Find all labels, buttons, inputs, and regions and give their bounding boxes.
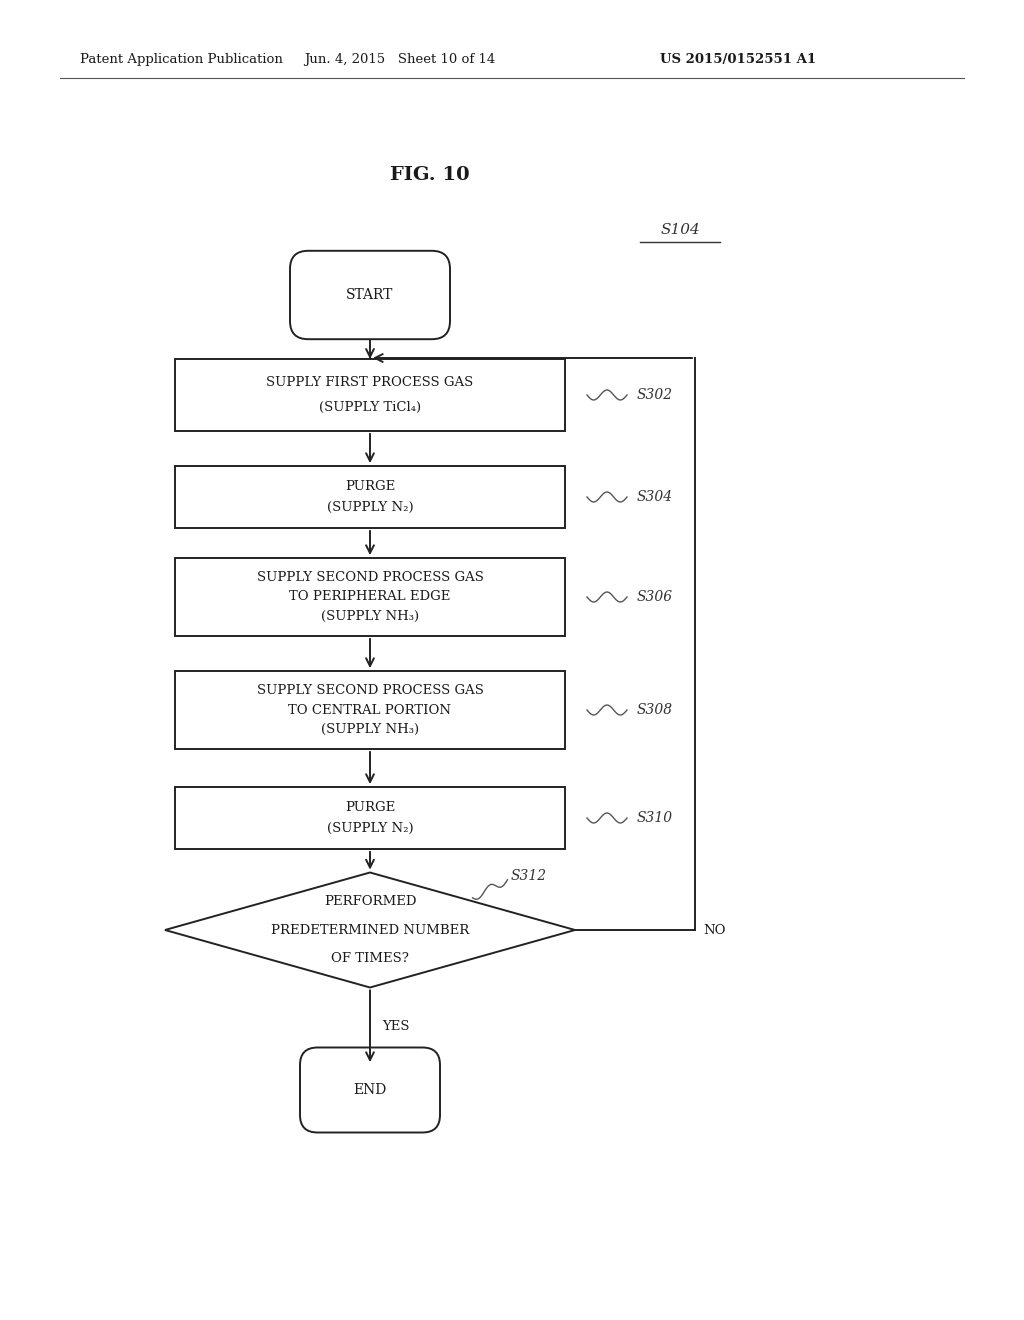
Text: START: START	[346, 288, 393, 302]
Text: END: END	[353, 1082, 387, 1097]
Text: PURGE: PURGE	[345, 801, 395, 814]
Text: (SUPPLY TiCl₄): (SUPPLY TiCl₄)	[318, 400, 421, 413]
Text: S310: S310	[637, 810, 673, 825]
Text: PURGE: PURGE	[345, 480, 395, 494]
FancyBboxPatch shape	[175, 359, 565, 432]
Text: Patent Application Publication: Patent Application Publication	[80, 54, 283, 66]
Text: YES: YES	[382, 1020, 410, 1032]
Text: (SUPPLY NH₃): (SUPPLY NH₃)	[321, 723, 419, 737]
Text: FIG. 10: FIG. 10	[390, 166, 470, 183]
Text: TO PERIPHERAL EDGE: TO PERIPHERAL EDGE	[290, 590, 451, 603]
FancyBboxPatch shape	[175, 466, 565, 528]
Text: SUPPLY FIRST PROCESS GAS: SUPPLY FIRST PROCESS GAS	[266, 376, 474, 389]
Text: (SUPPLY N₂): (SUPPLY N₂)	[327, 822, 414, 834]
Text: SUPPLY SECOND PROCESS GAS: SUPPLY SECOND PROCESS GAS	[257, 572, 483, 583]
Polygon shape	[165, 873, 575, 987]
FancyBboxPatch shape	[175, 671, 565, 748]
Text: SUPPLY SECOND PROCESS GAS: SUPPLY SECOND PROCESS GAS	[257, 684, 483, 697]
Text: S302: S302	[637, 388, 673, 403]
Text: S304: S304	[637, 490, 673, 504]
Text: S306: S306	[637, 590, 673, 605]
Text: OF TIMES?: OF TIMES?	[331, 952, 409, 965]
Text: NO: NO	[703, 924, 725, 936]
Text: US 2015/0152551 A1: US 2015/0152551 A1	[660, 54, 816, 66]
FancyBboxPatch shape	[175, 787, 565, 849]
FancyBboxPatch shape	[290, 251, 450, 339]
Text: S312: S312	[511, 869, 547, 883]
Text: (SUPPLY NH₃): (SUPPLY NH₃)	[321, 610, 419, 623]
Text: S104: S104	[660, 223, 699, 238]
Text: (SUPPLY N₂): (SUPPLY N₂)	[327, 500, 414, 513]
FancyBboxPatch shape	[175, 558, 565, 636]
FancyBboxPatch shape	[300, 1048, 440, 1133]
Text: PERFORMED: PERFORMED	[324, 895, 416, 908]
Text: TO CENTRAL PORTION: TO CENTRAL PORTION	[289, 704, 452, 717]
Text: S308: S308	[637, 704, 673, 717]
Text: Jun. 4, 2015   Sheet 10 of 14: Jun. 4, 2015 Sheet 10 of 14	[304, 54, 496, 66]
Text: PREDETERMINED NUMBER: PREDETERMINED NUMBER	[271, 924, 469, 936]
